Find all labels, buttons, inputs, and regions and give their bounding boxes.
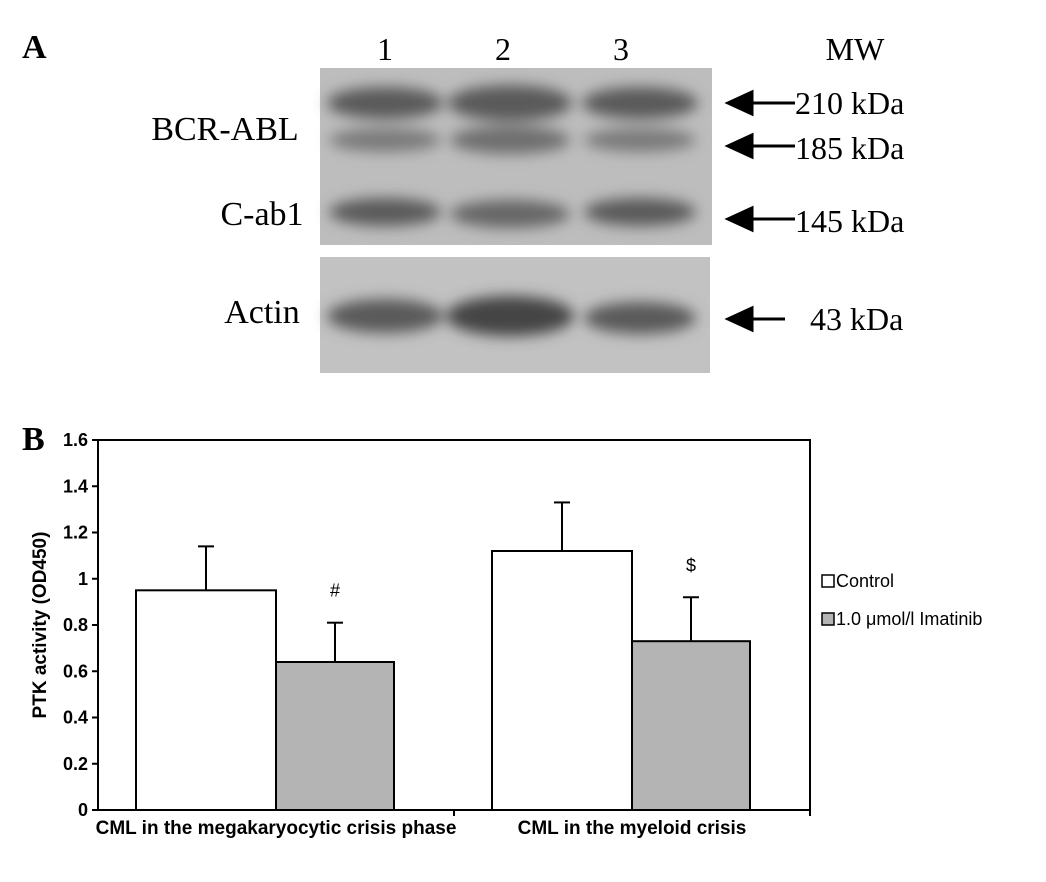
x-tick-label-box: CML in the megakaryocytic crisis phase (95, 818, 457, 839)
panel-label: A (22, 29, 47, 66)
panel-a: A 1 2 3 MW BCR-ABL C-ab1 Actin 210 kDa 185… (22, 29, 904, 373)
legend-swatch (821, 574, 835, 588)
bar (275, 661, 395, 811)
annotation: $ (686, 555, 696, 575)
legend-label: 1.0 μmol/l Imatinib (836, 609, 982, 629)
protein-label: BCR-ABL (151, 111, 298, 148)
protein-label: Actin (224, 294, 300, 331)
annotation: # (330, 581, 340, 601)
y-tick-label: 0.4 (63, 708, 88, 728)
y-tick-label: 0.2 (63, 754, 88, 774)
y-tick-label: 1.2 (63, 523, 88, 543)
x-tick-label-box: CML in the myeloid crisis (517, 818, 747, 839)
x-tick-label: CML in the myeloid crisis (517, 818, 747, 839)
bar-chart: 0 0.2 0.4 0.6 0.8 1 1.2 1.4 1.6 CML in the megaka… (63, 430, 982, 839)
bar (135, 589, 277, 811)
mw-header: MW (826, 31, 885, 67)
lane-label: 3 (613, 31, 629, 67)
lane-label: 1 (377, 31, 393, 67)
y-axis-label: PTK activity (OD450) (30, 532, 51, 719)
x-tick-label: CML in the megakaryocytic crisis phase (95, 818, 457, 839)
y-tick-label: 0 (78, 800, 88, 820)
arrows (724, 89, 795, 333)
legend-swatch (821, 612, 835, 626)
lane-label: 2 (495, 31, 511, 67)
bar (491, 550, 633, 811)
legend-label: Control (836, 571, 894, 591)
y-tick-label: 0.8 (63, 615, 88, 635)
protein-label: C-ab1 (220, 196, 303, 233)
panel-label: B (22, 421, 45, 458)
y-tick-label: 0.6 (63, 661, 88, 681)
marker-label: 145 kDa (795, 203, 904, 239)
marker-label: 43 kDa (810, 301, 903, 337)
bar (631, 640, 751, 811)
y-tick-label: 1.4 (63, 476, 88, 496)
marker-label: 210 kDa (795, 85, 904, 121)
marker-label: 185 kDa (795, 130, 904, 166)
y-tick-label: 1 (78, 569, 88, 589)
bands (327, 85, 698, 336)
y-tick-label: 1.6 (63, 430, 88, 450)
